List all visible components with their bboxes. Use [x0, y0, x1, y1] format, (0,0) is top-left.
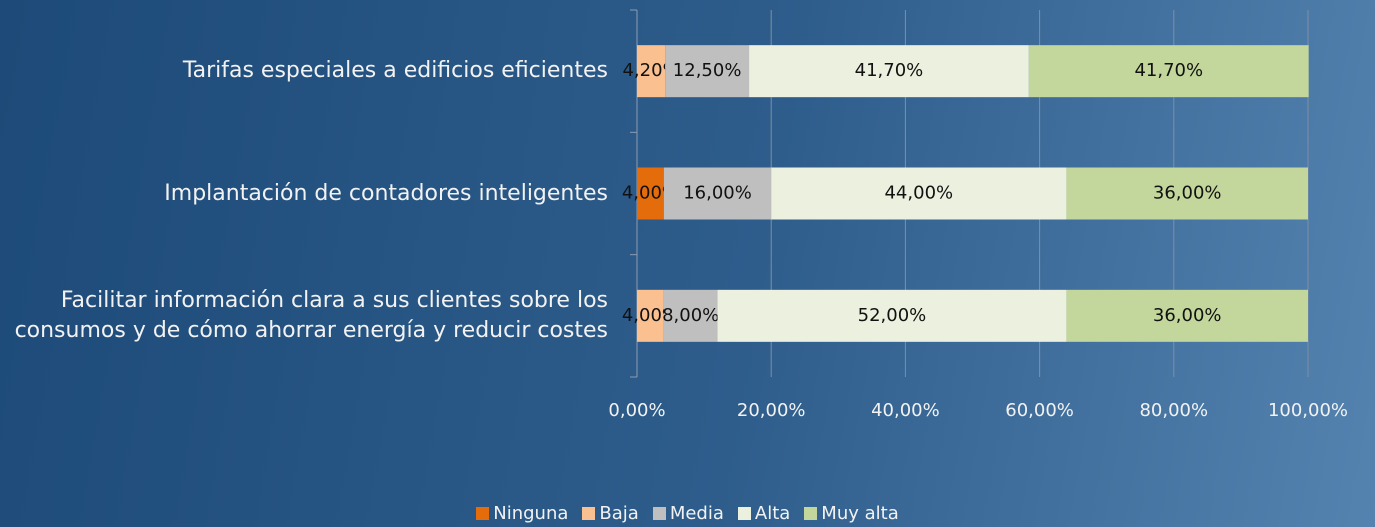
data-label: 16,00% [683, 183, 752, 204]
data-label: 36,00% [1153, 305, 1222, 326]
category-label: Facilitar información clara a sus client… [14, 287, 608, 343]
x-tick-label: 20,00% [737, 400, 806, 421]
data-label: 52,00% [858, 305, 927, 326]
legend-swatch [652, 507, 666, 520]
bar-segment [771, 167, 1067, 220]
data-label: 8,00% [662, 305, 719, 326]
legend-item: Media [652, 503, 724, 524]
legend-item: Ninguna [476, 503, 568, 524]
x-tick-label: 0,00% [608, 400, 665, 421]
bar-segment [749, 45, 1029, 98]
bar-segment [717, 289, 1067, 342]
data-label: 41,70% [855, 60, 924, 81]
data-label: 41,70% [1134, 60, 1203, 81]
legend-swatch [737, 507, 751, 520]
category-label: Tarifas especiales a edificios eficiente… [182, 58, 608, 84]
x-tick-label: 60,00% [1005, 400, 1074, 421]
bar-segment [637, 45, 666, 98]
data-label: 36,00% [1153, 183, 1222, 204]
legend-item: Baja [582, 503, 639, 524]
bar-segment [637, 167, 664, 220]
legend-swatch [476, 507, 490, 520]
legend-swatch [582, 507, 596, 520]
bar-segment [1066, 167, 1308, 220]
legend-item: Muy alta [804, 503, 899, 524]
x-tick-label: 40,00% [871, 400, 940, 421]
legend-label: Baja [599, 503, 639, 524]
legend-label: Ninguna [493, 503, 569, 524]
bar-segment [1066, 289, 1308, 342]
legend-item: Alta [737, 503, 791, 524]
legend-label: Muy alta [821, 503, 899, 524]
legend: Ninguna Baja Media Alta Muy alta [0, 503, 1375, 524]
data-label: 12,50% [673, 60, 742, 81]
legend-label: Alta [754, 503, 791, 524]
x-tick-label: 100,00% [1268, 400, 1348, 421]
bar-segment [1028, 45, 1309, 98]
category-label: Implantación de contadores inteligentes [164, 180, 608, 206]
data-label: 44,00% [884, 183, 953, 204]
legend-label: Media [669, 503, 724, 524]
bar-segment [637, 289, 664, 342]
bar-segment [665, 45, 750, 98]
x-tick-label: 80,00% [1139, 400, 1208, 421]
bar-segment [663, 289, 718, 342]
legend-swatch [804, 507, 818, 520]
bar-segment [663, 167, 772, 220]
